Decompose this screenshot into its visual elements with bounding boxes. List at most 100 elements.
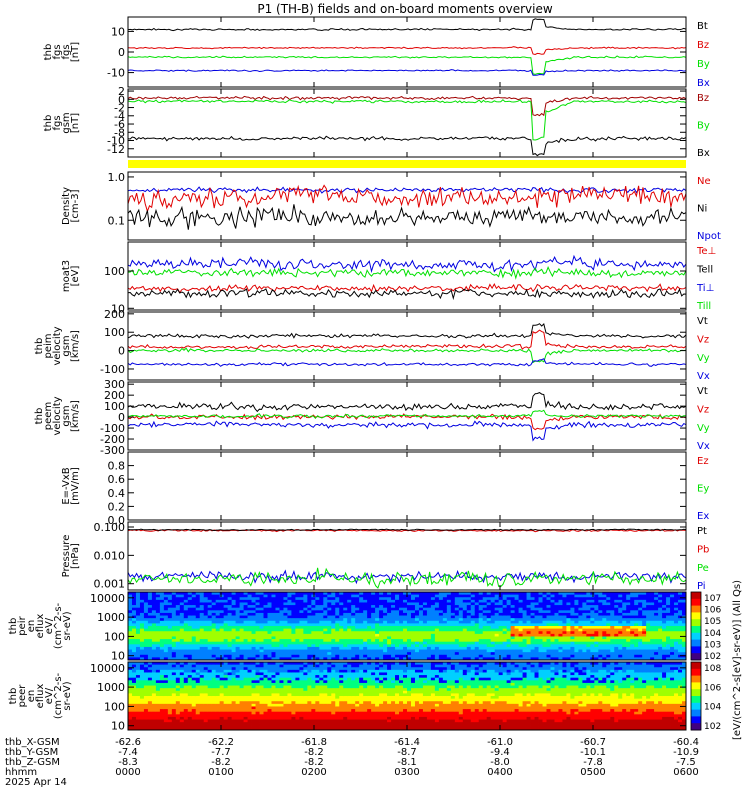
spectrogram-cell (323, 628, 328, 632)
spectrogram-cell (135, 615, 141, 619)
legend-Npot: Npot (697, 231, 721, 242)
spectrogram-cell (163, 657, 169, 661)
spectrogram-cell (283, 599, 288, 603)
spectrogram-cell (291, 646, 296, 650)
spectrogram-cell (438, 615, 444, 619)
spectrogram-cell (215, 680, 221, 684)
spectrogram-cell (426, 620, 432, 624)
spectrogram-cell (478, 628, 484, 632)
spectrogram-cell (219, 672, 225, 676)
spectrogram-cell (211, 615, 217, 619)
panel-9: 10710610510410310210000100010010thbpeire… (8, 591, 721, 663)
spectrogram-cell (674, 594, 679, 598)
spectrogram-cell (171, 680, 177, 684)
spectrogram-cell (650, 615, 655, 619)
spectrogram-cell (666, 620, 671, 624)
spectrogram-cell (243, 714, 248, 718)
spectrogram-cell (666, 605, 671, 609)
spectrogram-cell (482, 652, 488, 656)
spectrogram-cell (223, 602, 229, 606)
spectrogram-cell (578, 623, 583, 627)
spectrogram-cell (275, 620, 280, 624)
spectrogram-cell (167, 711, 173, 715)
spectrogram-cell (410, 605, 416, 609)
spectrogram-cell (654, 654, 659, 658)
spectrogram-cell (239, 680, 244, 684)
spectrogram-cell (442, 607, 448, 611)
spectrogram-cell (151, 639, 157, 643)
spectrogram-cell (299, 644, 304, 648)
spectrogram-cell (367, 605, 372, 609)
spectrogram-cell (267, 716, 272, 720)
spectrogram-cell (235, 690, 240, 694)
spectrogram-cell (235, 662, 240, 666)
spectrogram-cell (183, 716, 189, 720)
spectrogram-cell (355, 649, 360, 653)
spectrogram-cell (534, 626, 539, 630)
spectrogram-cell (183, 698, 189, 702)
spectrogram-cell (403, 657, 408, 661)
spectrogram-cell (271, 644, 276, 648)
spectrogram-cell (243, 693, 248, 697)
spectrogram-cell (522, 597, 527, 601)
spectrogram-cell (243, 607, 248, 611)
spectrogram-cell (474, 636, 480, 640)
spectrogram-cell (367, 652, 372, 656)
spectrogram-cell (203, 649, 209, 653)
spectrogram-cell (658, 628, 663, 632)
spectrogram-cell (355, 639, 360, 643)
spectrogram-cell (183, 706, 189, 710)
spectrogram-cell (430, 654, 436, 658)
spectrogram-cell (271, 626, 276, 630)
spectrogram-cell (135, 698, 141, 702)
spectrogram-cell (606, 605, 611, 609)
spectrogram-cell (566, 639, 571, 643)
spectrogram-cell (171, 636, 177, 640)
spectrogram-cell (275, 602, 280, 606)
spectrogram-cell (235, 709, 240, 713)
spectrogram-cell (363, 646, 368, 650)
spectrogram-cell (466, 612, 472, 616)
spectrogram-cell (594, 636, 599, 640)
spectrogram-cell (418, 641, 424, 645)
spectrogram-cell (482, 620, 488, 624)
spectrogram-cell (522, 628, 527, 632)
spectrogram-cell (207, 698, 213, 702)
spectrogram-cell (247, 667, 252, 671)
spectrogram-cell (363, 626, 368, 630)
spectrogram-cell (211, 657, 217, 661)
spectrogram-cell (179, 696, 185, 700)
spectrogram-cell (490, 639, 496, 643)
spectrogram-cell (542, 610, 547, 614)
spectrogram-cell (426, 612, 432, 616)
spectrogram-cell (650, 594, 655, 598)
spectrogram-cell (239, 690, 244, 694)
spectrogram-cell (582, 633, 587, 637)
series-Vt (127, 392, 687, 413)
spectrogram-cell (446, 620, 452, 624)
spectrogram-cell (179, 724, 185, 728)
spectrogram-cell (151, 672, 157, 676)
spectrogram-cell (319, 602, 324, 606)
spectrogram-cell (163, 719, 169, 723)
y-axis-label-line: eV/ (44, 617, 55, 634)
panel-frame (127, 451, 687, 521)
spectrogram-cell (574, 626, 579, 630)
spectrogram-cell (339, 623, 344, 627)
spectrogram-cell (135, 657, 141, 661)
spectrogram-cell (159, 644, 165, 648)
spectrogram-cell (243, 696, 248, 700)
spectrogram-cell (458, 618, 464, 622)
spectrogram-cell (506, 612, 512, 616)
spectrogram-cell (267, 662, 272, 666)
spectrogram-cell (574, 633, 579, 637)
spectrogram-cell (239, 675, 244, 679)
spectrogram-cell (646, 612, 651, 616)
spectrogram-cell (606, 612, 611, 616)
spectrogram-cell (331, 599, 336, 603)
spectrogram-cell (570, 646, 575, 650)
spectrogram-cell (514, 626, 519, 630)
spectrogram-cell (678, 594, 683, 598)
spectrogram-cell (371, 605, 376, 609)
spectrogram-cell (239, 605, 244, 609)
